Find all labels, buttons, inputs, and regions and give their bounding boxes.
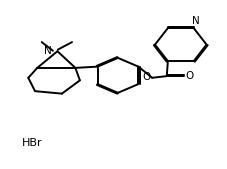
Text: O: O — [185, 71, 194, 81]
Text: O: O — [142, 72, 150, 82]
Text: HBr: HBr — [22, 138, 42, 148]
Text: N: N — [192, 16, 199, 26]
Text: N: N — [44, 46, 52, 56]
